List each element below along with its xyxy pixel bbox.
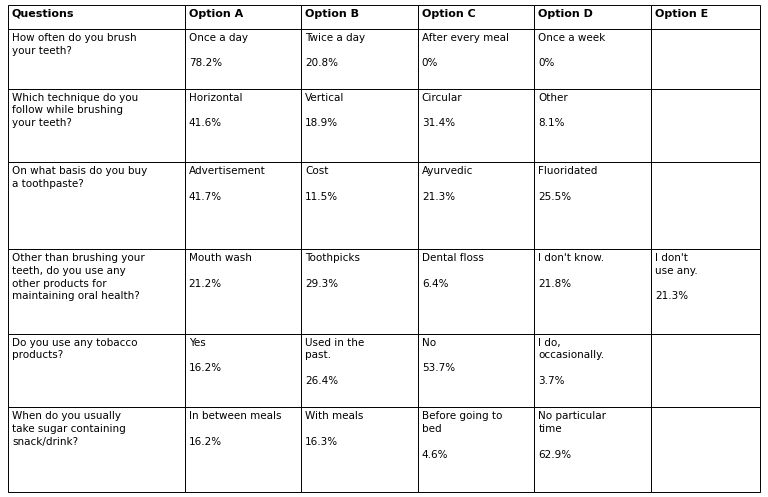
Bar — [418, 29, 535, 88]
Text: Circular

31.4%: Circular 31.4% — [422, 92, 462, 128]
Bar — [418, 163, 535, 249]
Bar — [535, 408, 651, 492]
Bar — [651, 333, 760, 408]
Text: In between meals

16.2%: In between meals 16.2% — [189, 412, 281, 447]
Text: Fluoridated

25.5%: Fluoridated 25.5% — [538, 166, 598, 202]
Bar — [301, 408, 418, 492]
Text: Option B: Option B — [305, 9, 359, 19]
Bar — [8, 333, 185, 408]
Bar — [185, 29, 301, 88]
Bar — [185, 163, 301, 249]
Text: Do you use any tobacco
products?: Do you use any tobacco products? — [12, 337, 137, 360]
Text: Before going to
bed

4.6%: Before going to bed 4.6% — [422, 412, 502, 460]
Text: Mouth wash

21.2%: Mouth wash 21.2% — [189, 253, 252, 289]
Text: With meals

16.3%: With meals 16.3% — [305, 412, 364, 447]
Text: Ayurvedic

21.3%: Ayurvedic 21.3% — [422, 166, 473, 202]
Bar — [651, 408, 760, 492]
Text: Option E: Option E — [655, 9, 708, 19]
Text: I do,
occasionally.

3.7%: I do, occasionally. 3.7% — [538, 337, 604, 386]
Bar — [418, 5, 535, 29]
Bar — [651, 249, 760, 333]
Text: Twice a day

20.8%: Twice a day 20.8% — [305, 33, 366, 69]
Bar — [8, 163, 185, 249]
Bar — [535, 249, 651, 333]
Text: Toothpicks

29.3%: Toothpicks 29.3% — [305, 253, 360, 289]
Bar — [535, 163, 651, 249]
Text: Option A: Option A — [189, 9, 243, 19]
Bar — [185, 249, 301, 333]
Bar — [8, 249, 185, 333]
Bar — [651, 88, 760, 163]
Bar — [418, 88, 535, 163]
Bar — [535, 333, 651, 408]
Text: Used in the
past.

26.4%: Used in the past. 26.4% — [305, 337, 365, 386]
Text: Yes

16.2%: Yes 16.2% — [189, 337, 222, 373]
Bar — [535, 5, 651, 29]
Bar — [418, 333, 535, 408]
Text: Horizontal

41.6%: Horizontal 41.6% — [189, 92, 242, 128]
Text: Other than brushing your
teeth, do you use any
other products for
maintaining or: Other than brushing your teeth, do you u… — [12, 253, 144, 302]
Bar — [8, 88, 185, 163]
Text: When do you usually
take sugar containing
snack/drink?: When do you usually take sugar containin… — [12, 412, 126, 447]
Bar — [185, 88, 301, 163]
Bar — [418, 249, 535, 333]
Text: Once a day

78.2%: Once a day 78.2% — [189, 33, 248, 69]
Bar — [651, 5, 760, 29]
Text: No particular
time

62.9%: No particular time 62.9% — [538, 412, 607, 460]
Bar — [8, 5, 185, 29]
Text: Other

8.1%: Other 8.1% — [538, 92, 568, 128]
Text: Option C: Option C — [422, 9, 475, 19]
Bar — [301, 29, 418, 88]
Text: Dental floss

6.4%: Dental floss 6.4% — [422, 253, 484, 289]
Text: How often do you brush
your teeth?: How often do you brush your teeth? — [12, 33, 137, 56]
Bar — [8, 408, 185, 492]
Text: Advertisement

41.7%: Advertisement 41.7% — [189, 166, 266, 202]
Bar — [8, 29, 185, 88]
Bar — [301, 163, 418, 249]
Bar — [185, 408, 301, 492]
Text: Once a week

0%: Once a week 0% — [538, 33, 606, 69]
Bar — [185, 333, 301, 408]
Text: I don't
use any.

21.3%: I don't use any. 21.3% — [655, 253, 697, 302]
Text: No

53.7%: No 53.7% — [422, 337, 455, 373]
Bar — [418, 408, 535, 492]
Text: Cost

11.5%: Cost 11.5% — [305, 166, 339, 202]
Bar — [651, 163, 760, 249]
Bar — [301, 5, 418, 29]
Bar — [301, 333, 418, 408]
Text: After every meal

0%: After every meal 0% — [422, 33, 509, 69]
Text: I don't know.

21.8%: I don't know. 21.8% — [538, 253, 604, 289]
Text: Questions: Questions — [12, 9, 74, 19]
Text: Option D: Option D — [538, 9, 593, 19]
Bar — [301, 88, 418, 163]
Text: On what basis do you buy
a toothpaste?: On what basis do you buy a toothpaste? — [12, 166, 147, 189]
Text: Which technique do you
follow while brushing
your teeth?: Which technique do you follow while brus… — [12, 92, 138, 128]
Bar — [535, 29, 651, 88]
Bar — [301, 249, 418, 333]
Text: Vertical

18.9%: Vertical 18.9% — [305, 92, 345, 128]
Bar — [535, 88, 651, 163]
Bar — [185, 5, 301, 29]
Bar — [651, 29, 760, 88]
